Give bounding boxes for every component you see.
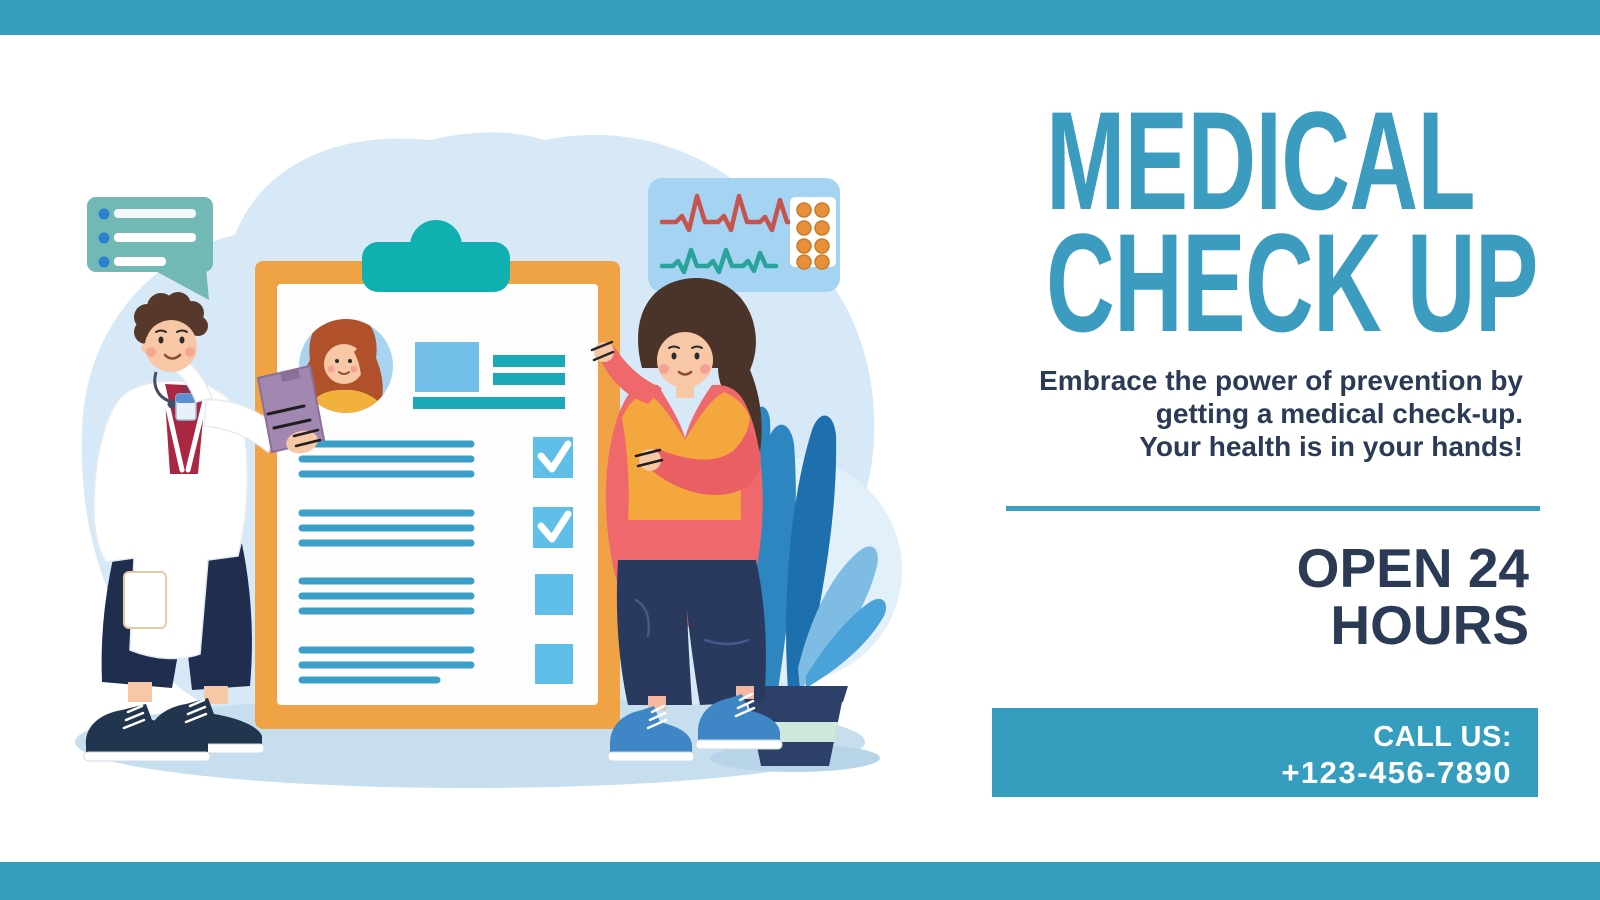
phone-number: +123-456-7890 — [1281, 755, 1512, 790]
pill-pack-icon — [790, 197, 836, 270]
medical-illustration — [75, 132, 902, 788]
page-title: MEDICAL CHECK UP — [950, 82, 1550, 361]
doctor-clipboard — [256, 364, 326, 454]
speech-bubble-icon — [87, 197, 213, 300]
subtitle-line-1: Embrace the power of prevention by — [1039, 365, 1523, 396]
top-accent-bar — [0, 0, 1600, 35]
checklist-checkboxes — [533, 437, 573, 684]
subtitle: Embrace the power of prevention by getti… — [903, 364, 1523, 463]
bottom-accent-bar — [0, 862, 1600, 900]
call-us-box: CALL US: +123-456-7890 — [992, 708, 1538, 797]
checklist-lines — [298, 440, 475, 684]
title-line-2: CHECK UP — [1046, 204, 1538, 361]
hours-line-1: OPEN 24 — [1296, 537, 1529, 599]
hours-line-2: HOURS — [1330, 594, 1529, 656]
divider-line — [1006, 506, 1540, 511]
patient-figure — [590, 277, 783, 762]
title-line-1: MEDICAL — [1046, 82, 1476, 239]
subtitle-line-3: Your health is in your hands! — [1139, 431, 1523, 462]
call-us-label: CALL US: — [1373, 721, 1512, 753]
subtitle-line-2: getting a medical check-up. — [1155, 398, 1523, 429]
patient-photo-avatar — [299, 319, 393, 413]
clipboard-checklist — [255, 220, 620, 729]
open-hours: OPEN 24 HOURS — [929, 540, 1529, 654]
doctor-figure — [83, 292, 326, 762]
